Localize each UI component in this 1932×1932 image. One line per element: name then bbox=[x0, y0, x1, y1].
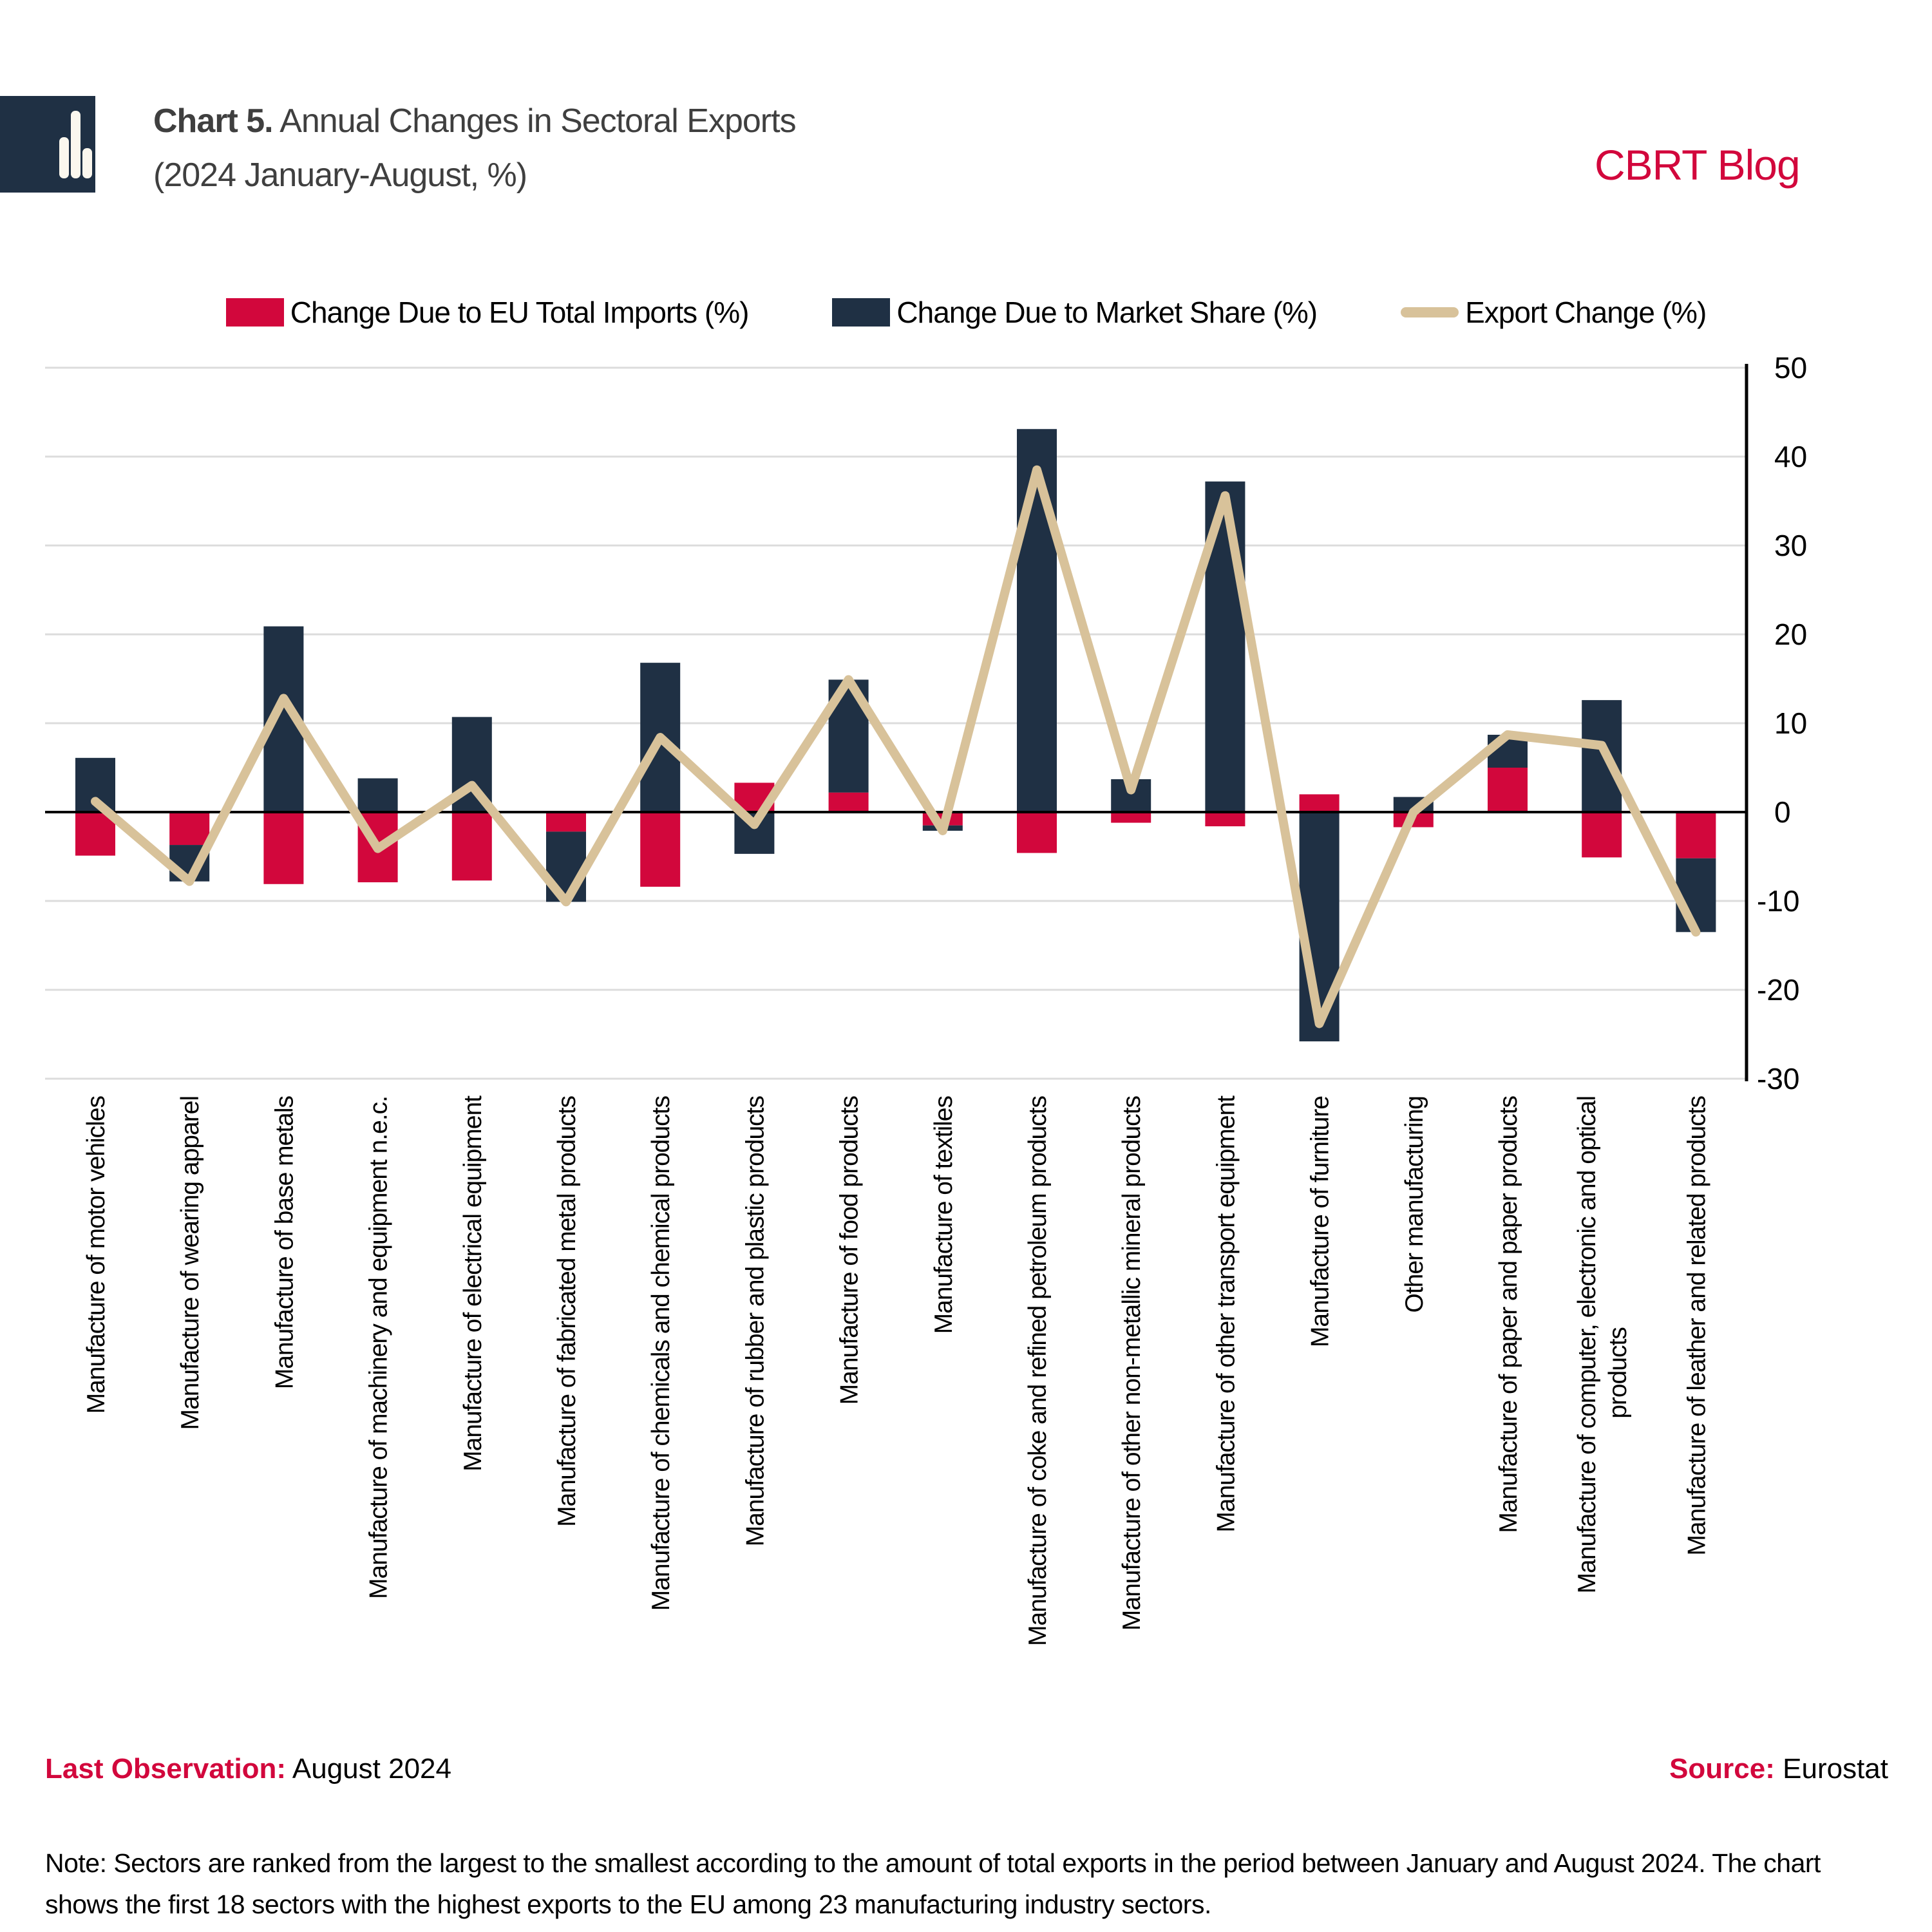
source: Source: Eurostat bbox=[1669, 1753, 1888, 1785]
y-axis-tick-label: -20 bbox=[1757, 973, 1799, 1007]
x-axis-category-label: Manufacture of motor vehicles bbox=[82, 1096, 110, 1414]
legend-label: Change Due to EU Total Imports (%) bbox=[290, 296, 750, 329]
bar-market-share bbox=[1676, 858, 1716, 933]
bar-market-share bbox=[1582, 700, 1622, 812]
bar-market-share bbox=[357, 778, 398, 812]
title-line2: (2024 January-August, %) bbox=[153, 156, 527, 194]
legend-label: Export Change (%) bbox=[1465, 296, 1707, 329]
title-prefix: Chart 5. bbox=[153, 102, 274, 140]
legend-swatch-red bbox=[225, 298, 284, 327]
bar-eu-imports bbox=[1676, 812, 1716, 858]
legend-item-export-change: Export Change (%) bbox=[1401, 295, 1707, 330]
bar-eu-imports bbox=[640, 812, 681, 887]
bar-eu-imports bbox=[75, 812, 115, 856]
x-axis-category-label: Other manufacturing bbox=[1401, 1096, 1428, 1313]
bar-chart-icon bbox=[59, 111, 92, 178]
y-axis-tick-label: 30 bbox=[1774, 529, 1807, 562]
bar-eu-imports bbox=[1017, 812, 1057, 853]
x-axis-category-label: Manufacture of other non-metallic minera… bbox=[1118, 1096, 1146, 1631]
bar-eu-imports bbox=[1582, 812, 1622, 858]
x-axis-category-label: Manufacture of wearing apparel bbox=[176, 1096, 204, 1430]
y-axis-tick-label: 10 bbox=[1774, 706, 1807, 740]
legend-swatch-line bbox=[1401, 307, 1459, 317]
brand-logo-text: CBRT Blog bbox=[1595, 141, 1801, 189]
legend-swatch-navy bbox=[832, 298, 891, 327]
bar-eu-imports bbox=[1111, 812, 1151, 823]
last-observation-label: Last Observation: bbox=[45, 1753, 287, 1785]
last-observation-value: August 2024 bbox=[286, 1753, 451, 1785]
bar-eu-imports bbox=[1299, 794, 1340, 812]
chart-note: Note: Sectors are ranked from the larges… bbox=[45, 1848, 1821, 1919]
x-axis-category-label: Manufacture of computer, electronic and … bbox=[1573, 1096, 1601, 1593]
last-observation: Last Observation: August 2024 bbox=[45, 1753, 451, 1785]
y-axis-tick-label: -30 bbox=[1757, 1062, 1799, 1095]
x-axis-category-label: Manufacture of fabricated metal products bbox=[553, 1096, 581, 1527]
chart-area: 50 40 30 20 10 0 -10 -20 -30 Manufacture of motor… bbox=[0, 348, 1932, 1739]
cbrt-logo bbox=[0, 96, 95, 193]
x-axis-category-label: Manufacture of machinery and equipment n… bbox=[365, 1096, 393, 1599]
x-axis-category-label: Manufacture of leather and related produ… bbox=[1683, 1096, 1710, 1556]
chart-footer: Last Observation: August 2024 Source: Eu… bbox=[45, 1753, 1888, 1785]
x-axis-category-label: Manufacture of coke and refined petroleu… bbox=[1024, 1096, 1052, 1647]
y-axis-tick-label: 20 bbox=[1774, 618, 1807, 651]
x-axis-category-label: Manufacture of base metals bbox=[270, 1096, 298, 1390]
x-axis-category-label: Manufacture of paper and paper products bbox=[1495, 1096, 1522, 1533]
x-axis-category-label: products bbox=[1604, 1327, 1632, 1419]
page-title: Chart 5. Annual Changes in Sectoral Expo… bbox=[153, 94, 797, 202]
export-change-line bbox=[91, 465, 1701, 1028]
bar-eu-imports bbox=[828, 792, 869, 812]
bar-eu-imports bbox=[1488, 768, 1528, 812]
bar-eu-imports bbox=[263, 812, 304, 884]
chart-canvas: 50 40 30 20 10 0 -10 -20 -30 Manufacture of motor… bbox=[45, 351, 1807, 1647]
x-axis-category-label: Manufacture of textiles bbox=[930, 1096, 958, 1334]
legend-item-eu-imports: Change Due to EU Total Imports (%) bbox=[225, 295, 750, 330]
y-axis-tick-label: 0 bbox=[1774, 795, 1791, 829]
chart-legend: Change Due to EU Total Imports (%) Chang… bbox=[0, 295, 1932, 330]
x-axis-category-label: Manufacture of chemicals and chemical pr… bbox=[647, 1096, 675, 1611]
x-axis-category-label: Manufacture of food products bbox=[836, 1096, 864, 1405]
bar-eu-imports bbox=[546, 812, 586, 832]
y-axis-tick-label: 40 bbox=[1774, 440, 1807, 473]
title-line1: Chart 5. Annual Changes in Sectoral Expo… bbox=[153, 94, 797, 148]
x-axis-category-label: Manufacture of other transport equipment bbox=[1212, 1095, 1240, 1533]
source-label: Source: bbox=[1669, 1753, 1775, 1785]
y-axis-tick-label: 50 bbox=[1774, 351, 1807, 384]
x-axis-category-label: Manufacture of furniture bbox=[1307, 1096, 1334, 1347]
legend-item-market-share: Change Due to Market Share (%) bbox=[832, 295, 1318, 330]
source-value: Eurostat bbox=[1774, 1753, 1888, 1785]
legend-label: Change Due to Market Share (%) bbox=[896, 296, 1318, 329]
bar-eu-imports bbox=[451, 812, 492, 881]
bar-market-share bbox=[1017, 429, 1057, 812]
bar-eu-imports bbox=[1205, 812, 1245, 827]
y-axis-tick-label: -10 bbox=[1757, 884, 1799, 918]
x-axis-category-label: Manufacture of rubber and plastic produc… bbox=[741, 1096, 769, 1547]
x-axis-category-label: Manufacture of electrical equipment bbox=[459, 1095, 487, 1472]
bar-eu-imports bbox=[169, 812, 210, 846]
title-text: Annual Changes in Sectoral Exports bbox=[272, 102, 796, 140]
